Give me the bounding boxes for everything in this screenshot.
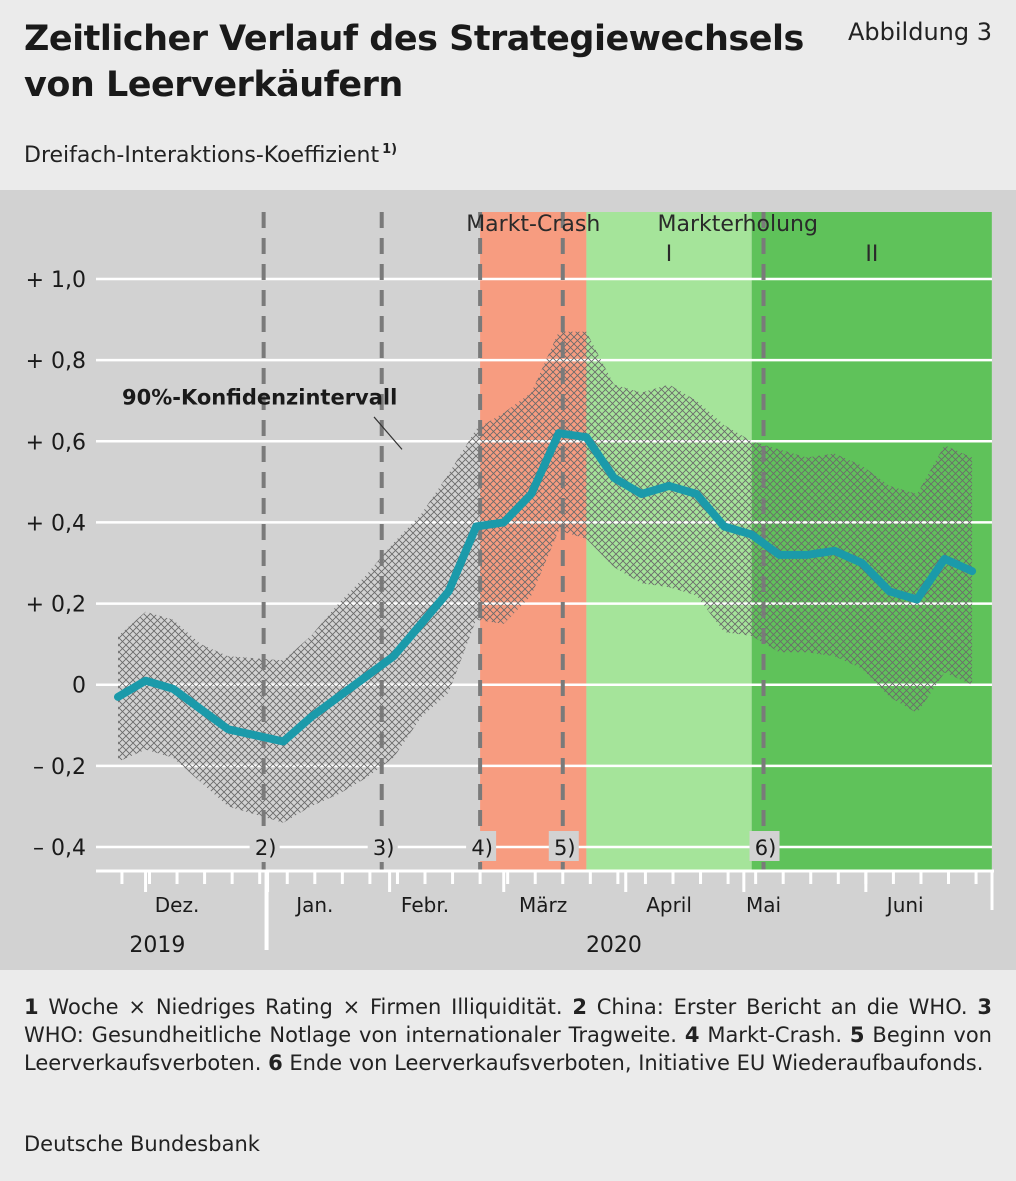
title-line-1: Zeitlicher Verlauf des Strategiewechsels xyxy=(24,19,804,59)
series-point-27 xyxy=(860,561,864,565)
series-point-1 xyxy=(116,695,120,699)
y-tick-label: + 0,4 xyxy=(26,511,86,536)
series-point-12 xyxy=(447,589,451,593)
x-year-label: 2020 xyxy=(586,933,642,958)
series-point-11 xyxy=(419,622,423,626)
footnote-num-5: 5 xyxy=(849,1023,865,1047)
series-point-23 xyxy=(750,533,754,537)
footnote-num-2: 2 xyxy=(572,995,587,1019)
y-axis-label-text: Dreifach-Interaktions-Koeffizient xyxy=(24,143,380,168)
series-point-29 xyxy=(915,598,919,602)
footnote-text-5: Beginn von Leerverkaufsverboten. xyxy=(24,1023,992,1075)
source-note: Deutsche Bundesbank xyxy=(24,1132,260,1156)
event-label-5: 6) xyxy=(755,836,777,860)
event-label-4: 5) xyxy=(554,836,576,860)
footnote-num-3: 3 xyxy=(977,995,992,1019)
series-point-28 xyxy=(887,589,891,593)
series-point-31 xyxy=(970,569,974,573)
x-month-label: Dez. xyxy=(155,893,200,917)
event-label-bg xyxy=(249,831,280,861)
y-axis-label-footnote-ref: 1) xyxy=(382,142,398,157)
event-label-1: 2) xyxy=(255,836,277,860)
region-label-phase-1: I xyxy=(666,242,673,267)
band-annotation: 90%-Konfidenzintervall xyxy=(122,386,397,410)
series-point-3 xyxy=(171,687,175,691)
series-point-6 xyxy=(281,740,285,744)
series-point-20 xyxy=(667,484,671,488)
x-month-label: Febr. xyxy=(401,893,449,917)
y-tick-label: + 0,2 xyxy=(26,593,86,618)
event-label-bg xyxy=(466,831,497,861)
y-axis-label: Dreifach-Interaktions-Koeffizient 1) xyxy=(24,142,397,168)
y-tick-label: – 0,4 xyxy=(33,836,86,861)
series-point-5 xyxy=(226,727,230,731)
chart-title: Zeitlicher Verlauf des Strategiewechsels… xyxy=(24,16,804,108)
region-label-phase-2: II xyxy=(865,242,878,267)
chart-svg: + 1,0 + 0,8 + 0,6 + 0,4 + 0,2 0 – 0,2 – 0,4 2) 3)… xyxy=(26,212,994,958)
footnote-text-2: China: Erster Bericht an die WHO. xyxy=(586,995,978,1019)
footnote-text-4: Markt-Crash. xyxy=(699,1023,850,1047)
series-point-15 xyxy=(529,492,533,496)
footnote-text-3: WHO: Gesundheitliche Notlage von interna… xyxy=(24,1023,685,1047)
region-label-crash: Markt-Crash xyxy=(466,212,600,237)
series-point-13 xyxy=(474,524,478,528)
series-point-2 xyxy=(144,679,148,683)
series-point-25 xyxy=(805,553,809,557)
series-point-22 xyxy=(722,524,726,528)
x-month-label: März xyxy=(519,893,567,917)
event-label-bg xyxy=(548,831,579,861)
footnote-num-1: 1 xyxy=(24,995,39,1019)
footnote-text-6: Ende von Leerverkaufsverboten, Initiativ… xyxy=(282,1051,984,1075)
series-point-18 xyxy=(612,476,616,480)
footnote-num-6: 6 xyxy=(268,1051,283,1075)
series-point-7 xyxy=(309,715,313,719)
y-tick-label: – 0,2 xyxy=(33,755,86,780)
event-label-3: 4) xyxy=(471,836,493,860)
series-point-21 xyxy=(695,492,699,496)
region-label-recovery: Markterholung xyxy=(657,212,817,237)
y-tick-label: 0 xyxy=(72,674,86,699)
x-month-label: Mai xyxy=(746,893,781,917)
series-point-10 xyxy=(392,654,396,658)
event-label-2: 3) xyxy=(373,836,395,860)
figure-label: Abbildung 3 xyxy=(847,18,992,46)
event-label-bg xyxy=(749,831,780,861)
band-annotation-leader xyxy=(373,416,403,450)
series-point-19 xyxy=(639,492,643,496)
series-point-16 xyxy=(557,431,561,435)
series-point-24 xyxy=(777,553,781,557)
footnote-text-1: Woche × Niedriges Rating × Firmen Illiqu… xyxy=(38,995,573,1019)
series-point-9 xyxy=(364,675,368,679)
series-point-14 xyxy=(502,520,506,524)
series-point-4 xyxy=(199,707,203,711)
series-point-26 xyxy=(832,549,836,553)
title-line-2: von Leerverkäufern xyxy=(24,65,403,105)
x-month-label: Juni xyxy=(885,893,924,917)
x-year-label: 2019 xyxy=(129,933,185,958)
series-point-17 xyxy=(584,435,588,439)
footnote: 1 Woche × Niedriges Rating × Firmen Illi… xyxy=(24,993,992,1077)
y-tick-label: + 0,8 xyxy=(26,349,86,374)
event-label-bg xyxy=(367,831,398,861)
x-month-label: Jan. xyxy=(294,893,333,917)
y-tick-label: + 1,0 xyxy=(26,268,86,293)
chart-panel: + 1,0 + 0,8 + 0,6 + 0,4 + 0,2 0 – 0,2 – 0,4 2) 3)… xyxy=(0,190,1016,970)
x-month-label: April xyxy=(646,893,692,917)
y-tick-label: + 0,6 xyxy=(26,430,86,455)
series-point-8 xyxy=(336,695,340,699)
series-point-30 xyxy=(943,557,947,561)
footnote-num-4: 4 xyxy=(684,1023,700,1047)
